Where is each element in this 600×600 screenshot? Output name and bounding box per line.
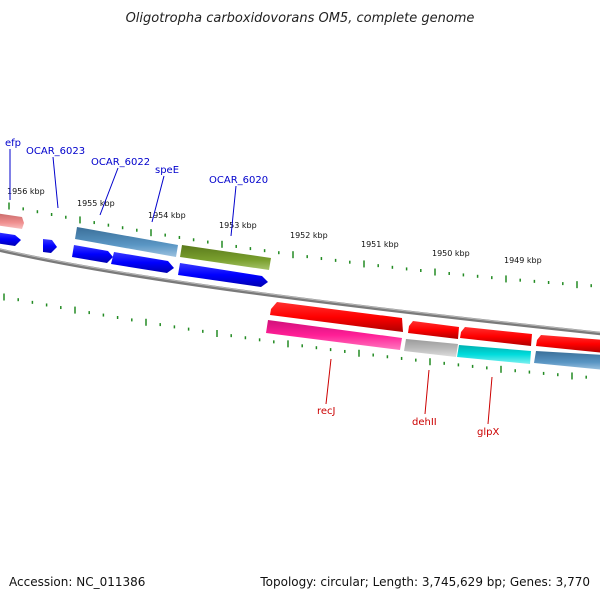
gene-spee[interactable] xyxy=(180,245,271,270)
label-ocar-6023[interactable]: OCAR_6023 xyxy=(26,146,85,157)
gene-steel-right[interactable] xyxy=(534,351,600,370)
accession-text: Accession: NC_011386 xyxy=(9,575,145,589)
gene-blue-2[interactable] xyxy=(43,239,57,253)
label-dehii[interactable]: dehII xyxy=(412,417,437,428)
gene-dehii[interactable] xyxy=(404,339,458,357)
scale-label-1949: 1949 kbp xyxy=(504,256,542,265)
gene-blue-5[interactable] xyxy=(178,263,268,287)
leader-spee xyxy=(151,175,165,223)
label-recj[interactable]: recJ xyxy=(317,406,336,417)
gene-labels: efp OCAR_6023 OCAR_6022 speE OCAR_6020 r… xyxy=(5,138,499,438)
gene-red-4[interactable] xyxy=(536,335,600,353)
label-ocar-6022[interactable]: OCAR_6022 xyxy=(91,157,150,168)
gene-recj[interactable] xyxy=(270,302,403,332)
forward-strand-genes xyxy=(0,213,271,270)
gene-red-2[interactable] xyxy=(408,321,459,339)
reverse-strand-genes-left xyxy=(0,232,268,287)
scale-label-1955: 1955 kbp xyxy=(77,199,115,208)
leader-glpx xyxy=(487,376,493,425)
gene-efp[interactable] xyxy=(0,213,24,229)
scale-label-1951: 1951 kbp xyxy=(361,240,399,249)
scale-label-1956: 1956 kbp xyxy=(7,187,45,196)
gene-blue-4[interactable] xyxy=(111,252,174,273)
gene-ocar-6022[interactable] xyxy=(75,227,178,257)
scale-labels: 1956 kbp 1955 kbp 1954 kbp 1953 kbp 1952… xyxy=(7,187,542,265)
scale-label-1953: 1953 kbp xyxy=(219,221,257,230)
leader-ocar-6020 xyxy=(230,185,237,237)
genome-summary-text: Topology: circular; Length: 3,745,629 bp… xyxy=(259,575,590,589)
label-efp[interactable]: efp xyxy=(5,138,21,149)
label-spee[interactable]: speE xyxy=(155,165,179,176)
label-ocar-6020[interactable]: OCAR_6020 xyxy=(209,175,268,186)
gene-blue-1[interactable] xyxy=(0,232,21,246)
leader-ocar-6022 xyxy=(99,167,119,216)
scale-ticks-bottom xyxy=(3,293,587,380)
leader-dehii xyxy=(424,369,430,415)
gene-magenta[interactable] xyxy=(266,320,402,350)
leader-recj xyxy=(325,358,332,405)
scale-label-1954: 1954 kbp xyxy=(148,211,186,220)
gene-red-3[interactable] xyxy=(460,327,532,346)
map-title: Oligotropha carboxidovorans OM5, complet… xyxy=(126,11,475,26)
label-glpx[interactable]: glpX xyxy=(477,427,499,438)
gene-glpx[interactable] xyxy=(457,345,531,364)
scale-label-1952: 1952 kbp xyxy=(290,231,328,240)
gene-blue-3[interactable] xyxy=(72,245,113,263)
scale-label-1950: 1950 kbp xyxy=(432,249,470,258)
label-leader-lines xyxy=(9,149,493,425)
leader-ocar-6023 xyxy=(52,156,59,209)
lower-strand-genes xyxy=(266,302,600,370)
genome-backbone xyxy=(0,248,600,336)
scale-ticks-top xyxy=(8,202,592,289)
genome-backbone-highlight xyxy=(0,248,600,333)
